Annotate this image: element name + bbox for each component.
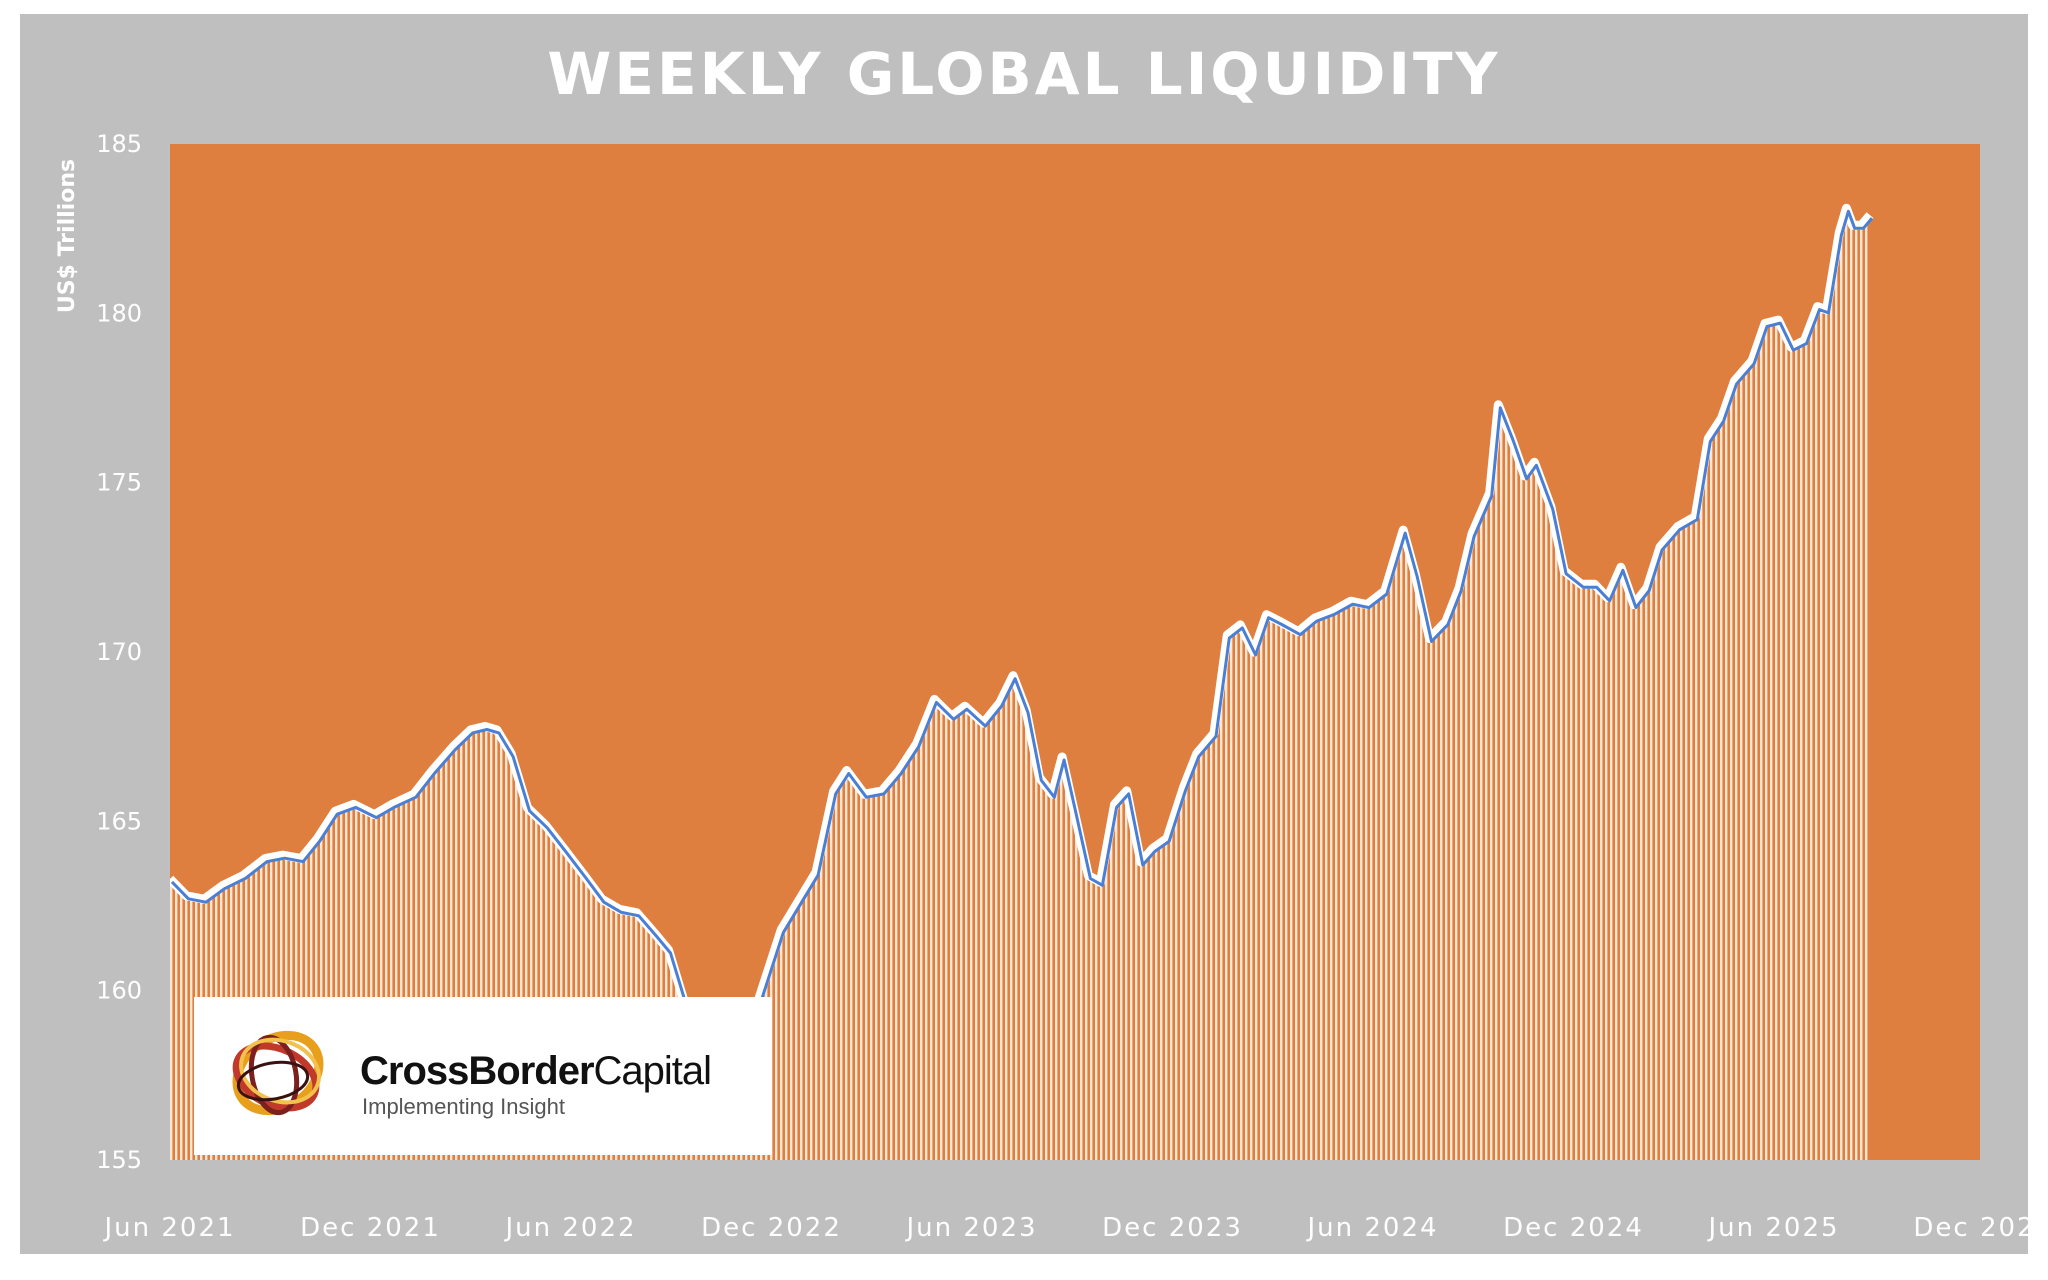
x-tick-label: Jun 2023 (904, 1213, 1037, 1243)
liquidity-area-fill (170, 208, 1870, 1160)
y-tick-label: 155 (96, 1146, 142, 1174)
x-tick-label: Dec 202 (1913, 1213, 2028, 1243)
logo-name-bold: CrossBorder (360, 1049, 595, 1093)
liquidity-series-line (170, 209, 1874, 1053)
y-axis-ticks: 155 160 165 170 175 180 185 (96, 130, 142, 1174)
chart-frame: WEEKLY GLOBAL LIQUIDITY 155 160 165 170 175 1… (20, 14, 2028, 1254)
x-tick-label: Jun 2022 (503, 1213, 636, 1243)
x-tick-label: Dec 2023 (1102, 1213, 1243, 1243)
x-tick-label: Jun 2024 (1305, 1213, 1438, 1243)
logo-tagline: Implementing Insight (362, 1094, 565, 1119)
logo-name: CrossBorderCapital (360, 1049, 713, 1094)
x-tick-label: Dec 2021 (300, 1213, 441, 1243)
x-tick-label: Jun 2021 (102, 1213, 235, 1243)
area-layer (170, 208, 1870, 1160)
y-tick-label: 170 (96, 638, 142, 666)
logo-name-regular: Capital (593, 1049, 713, 1093)
y-tick-label: 175 (96, 469, 142, 497)
y-axis-title: US$ Trillions (55, 159, 80, 313)
x-tick-label: Dec 2022 (701, 1213, 842, 1243)
x-tick-label: Dec 2024 (1503, 1213, 1644, 1243)
line-layer (170, 203, 1874, 1053)
y-tick-label: 180 (96, 299, 142, 327)
x-axis-ticks: Jun 2021 Dec 2021 Jun 2022 Dec 2022 Jun 2023… (102, 1213, 2028, 1243)
logo-box: CrossBorderCapital Implementing Insight (194, 997, 772, 1155)
y-tick-label: 165 (96, 807, 142, 835)
crossborder-logo-icon (232, 1030, 324, 1116)
x-tick-label: Jun 2025 (1706, 1213, 1839, 1243)
chart-title: WEEKLY GLOBAL LIQUIDITY (547, 40, 1501, 108)
y-tick-label: 185 (96, 130, 142, 158)
y-tick-label: 160 (96, 977, 142, 1005)
